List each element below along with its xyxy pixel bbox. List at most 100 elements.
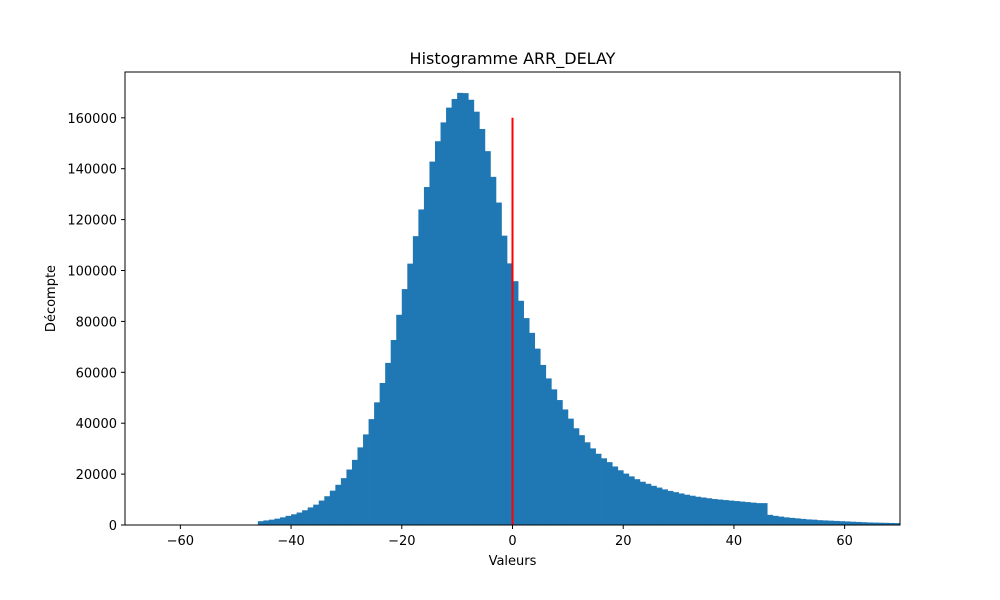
histogram-bar xyxy=(877,522,884,525)
histogram-bar xyxy=(761,503,768,525)
histogram-bar xyxy=(363,434,369,525)
histogram-bar xyxy=(556,400,563,525)
histogram-bar xyxy=(280,517,286,525)
histogram-bar xyxy=(512,281,519,525)
x-tick-label: 40 xyxy=(726,534,743,549)
histogram-bar xyxy=(667,490,674,525)
histogram-bar xyxy=(794,518,801,525)
histogram-bar xyxy=(595,453,602,525)
x-tick-label: −40 xyxy=(277,534,304,549)
histogram-bar xyxy=(495,202,502,526)
y-tick-label: 0 xyxy=(109,519,117,534)
histogram-bar xyxy=(695,496,702,525)
histogram-bar xyxy=(722,500,729,525)
histogram-bar xyxy=(628,476,635,525)
x-tick-label: −20 xyxy=(388,534,415,549)
histogram-bar xyxy=(429,161,436,525)
histogram-bar xyxy=(645,483,652,525)
histogram-bar xyxy=(822,520,829,525)
y-tick-label: 80000 xyxy=(76,315,117,330)
histogram-bar xyxy=(606,462,613,525)
histogram-bar xyxy=(291,514,298,525)
histogram-bar xyxy=(484,151,491,525)
histogram-bar xyxy=(523,318,530,525)
y-tick-label: 160000 xyxy=(67,112,117,127)
y-axis-ticks: 0 20000 40000 60000 80000 100000 120000 140000 1… xyxy=(67,112,125,534)
histogram-bar xyxy=(385,362,392,525)
histogram-bar xyxy=(529,332,536,525)
histogram-bar xyxy=(412,236,419,526)
histogram-bar xyxy=(302,510,309,525)
histogram-bar xyxy=(816,520,823,525)
histogram-bar xyxy=(706,498,713,525)
y-tick-label: 40000 xyxy=(76,417,117,432)
y-tick-label: 100000 xyxy=(67,265,117,280)
histogram-bar xyxy=(828,520,834,525)
histogram-bar xyxy=(263,520,270,525)
histogram-bar xyxy=(534,348,541,525)
histogram-bar xyxy=(745,502,751,525)
histogram-bar xyxy=(612,466,619,525)
histogram-bar xyxy=(772,515,779,525)
histogram-bar xyxy=(750,502,757,525)
histogram-bar xyxy=(501,235,508,525)
histogram-bar xyxy=(839,521,846,525)
histogram-bars xyxy=(257,92,901,526)
histogram-bar xyxy=(285,515,292,525)
histogram-bar xyxy=(274,518,281,525)
chart-title: Histogramme ARR_DELAY xyxy=(410,49,616,69)
histogram-bar xyxy=(473,111,480,526)
histogram-bar xyxy=(733,501,740,525)
histogram-bar xyxy=(866,522,873,525)
histogram-bar xyxy=(590,448,596,525)
histogram-bar xyxy=(506,263,513,525)
histogram-bar xyxy=(584,442,591,525)
histogram-bar xyxy=(739,501,746,525)
histogram-bar xyxy=(374,402,381,525)
histogram-bar xyxy=(567,418,574,525)
x-tick-label: −60 xyxy=(167,534,194,549)
histogram-bar xyxy=(401,289,408,525)
histogram-bar xyxy=(545,378,552,525)
histogram-bar xyxy=(684,494,691,525)
x-tick-label: 60 xyxy=(836,534,853,549)
y-tick-label: 120000 xyxy=(67,214,117,229)
histogram-bar xyxy=(490,176,497,525)
histogram-bar xyxy=(357,447,364,525)
histogram-bar xyxy=(850,521,857,525)
histogram-bar xyxy=(661,489,668,525)
y-tick-label: 60000 xyxy=(76,366,117,381)
histogram-bar xyxy=(872,522,879,525)
histogram-bar xyxy=(700,497,707,525)
histogram-bar xyxy=(883,522,890,525)
histogram-bar xyxy=(379,382,386,525)
histogram-bar xyxy=(440,122,447,525)
histogram-bar xyxy=(462,93,469,525)
histogram-bar xyxy=(650,485,657,525)
histogram-bar xyxy=(689,495,696,525)
y-tick-label: 140000 xyxy=(67,163,117,178)
histogram-bar xyxy=(257,521,264,525)
histogram-bar xyxy=(811,519,818,525)
histogram-bar xyxy=(423,187,430,525)
histogram-bar xyxy=(678,493,685,525)
histogram-bar xyxy=(844,521,851,525)
histogram-bar xyxy=(540,364,547,525)
x-axis-title: Valeurs xyxy=(489,554,537,569)
histogram-bar xyxy=(390,339,397,525)
x-axis-ticks: −60 −40 −20 0 20 40 60 xyxy=(167,525,853,549)
histogram-bar xyxy=(717,499,724,525)
histogram-bar xyxy=(435,141,441,525)
histogram-bar xyxy=(368,419,375,525)
histogram-bar xyxy=(805,519,812,525)
histogram-bar xyxy=(451,98,458,525)
histogram-bar xyxy=(468,99,475,525)
histogram-bar xyxy=(578,435,585,525)
histogram-bar xyxy=(617,470,624,525)
histogram-bar xyxy=(407,263,414,525)
histogram-bar xyxy=(446,107,453,525)
histogram-bar xyxy=(833,520,840,525)
histogram-bar xyxy=(601,458,608,525)
histogram-bar xyxy=(623,473,630,525)
histogram-bar xyxy=(518,300,524,525)
